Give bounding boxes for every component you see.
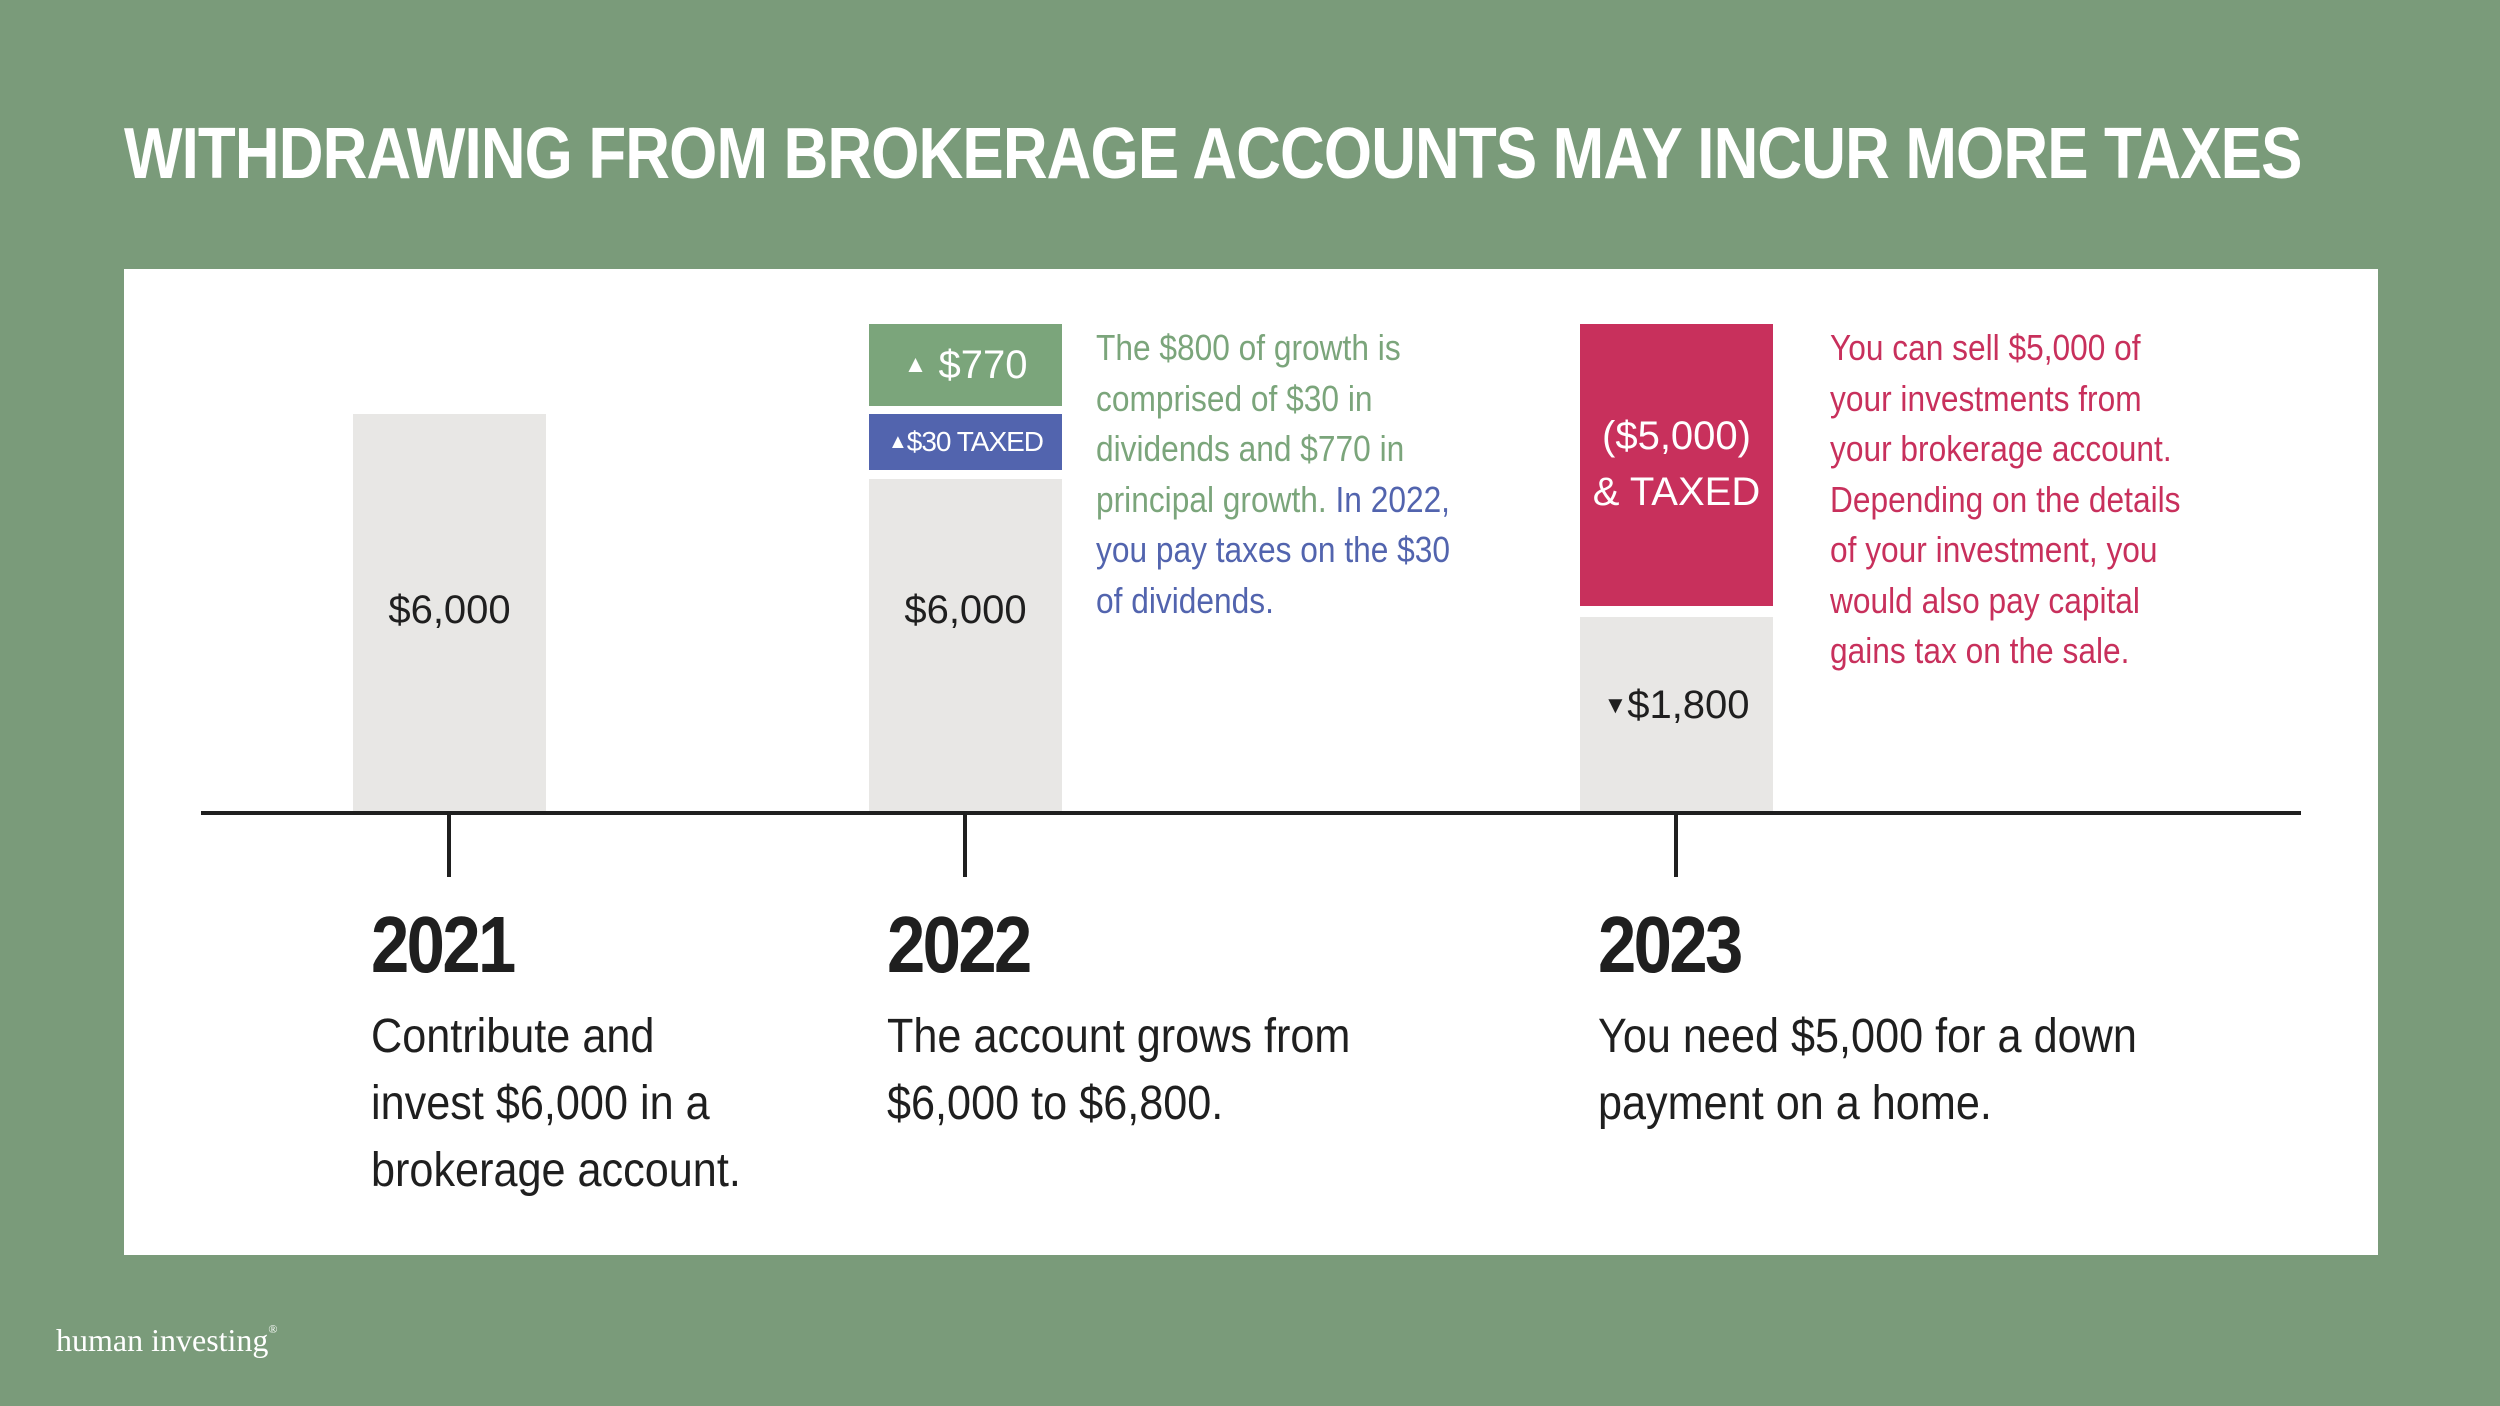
note-blue-line: of dividends. <box>1096 579 1274 621</box>
note-2022: The $800 of growth is comprised of $30 i… <box>1096 323 1450 626</box>
bar-2021-base: $6,000 <box>353 414 546 811</box>
up-triangle-icon: ▲ <box>887 431 908 453</box>
year-2023: 2023 <box>1598 900 1743 989</box>
year-2022: 2022 <box>887 900 1032 989</box>
bar-2023-withdrawal: ($5,000) & TAXED <box>1580 324 1773 606</box>
note-red-line: of your investment, you <box>1830 529 2158 570</box>
bar-2022-base: $6,000 <box>869 479 1062 811</box>
note-red-line: your investments from <box>1830 377 2142 419</box>
growth-label: $770 <box>938 343 1028 387</box>
note-red-line: You can sell $5,000 of <box>1830 327 2141 368</box>
bar-2022-dividends: ▲$30 TAXED <box>869 414 1062 470</box>
description-line: $6,000 to $6,800. <box>887 1077 1224 1130</box>
brand-name: human investing <box>56 1322 269 1358</box>
year-2021: 2021 <box>371 900 516 989</box>
description-2021: Contribute and invest $6,000 in a broker… <box>371 1003 741 1204</box>
note-red-line: Depending on the details <box>1830 478 2181 520</box>
description-line: payment on a home. <box>1598 1077 1992 1130</box>
withdrawal-label-line: & TAXED <box>1592 470 1761 514</box>
note-red-line: would also pay capital <box>1830 579 2140 621</box>
description-line: invest $6,000 in a <box>371 1077 710 1130</box>
bar-2021-label: $6,000 <box>388 588 511 632</box>
withdrawal-label-line: ($5,000) <box>1602 414 1751 458</box>
description-line: brokerage account. <box>371 1144 741 1197</box>
note-green-line: dividends and $770 in <box>1096 428 1405 469</box>
timeline-panel: $6,000 ▲ $770 ▲$30 TAXED $6,000 The $800… <box>124 269 2378 1255</box>
note-2023: You can sell $5,000 of your investments … <box>1830 323 2181 677</box>
description-line: The account grows from <box>887 1010 1351 1063</box>
note-green-line: principal growth. <box>1096 478 1327 520</box>
note-red-line: your brokerage account. <box>1830 428 2172 469</box>
note-blue-line: you pay taxes on the $30 <box>1096 529 1451 570</box>
down-triangle-icon: ▼ <box>1603 692 1628 719</box>
note-blue-inline: In 2022, <box>1335 478 1450 520</box>
bar-2022-label: $6,000 <box>904 588 1027 632</box>
remaining-label: $1,800 <box>1627 683 1750 727</box>
description-line: You need $5,000 for a down <box>1598 1010 2137 1063</box>
dividend-label: $30 TAXED <box>906 426 1044 457</box>
note-red-line: gains tax on the sale. <box>1830 630 2130 671</box>
description-line: Contribute and <box>371 1010 655 1063</box>
bar-2022-growth: ▲ $770 <box>869 324 1062 406</box>
registered-mark: ® <box>268 1322 278 1336</box>
note-green-line: The $800 of growth is <box>1096 327 1401 368</box>
brand-logo: human investing® <box>56 1322 278 1359</box>
note-green-line: comprised of $30 in <box>1096 377 1373 419</box>
tick-2023 <box>1674 815 1678 877</box>
timeline-axis <box>201 811 2301 815</box>
description-2022: The account grows from $6,000 to $6,800. <box>887 1003 1350 1137</box>
description-2023: You need $5,000 for a down payment on a … <box>1598 1003 2137 1137</box>
bar-2023-remaining: ▼$1,800 <box>1580 617 1773 811</box>
page-title: WITHDRAWING FROM BROKERAGE ACCOUNTS MAY … <box>124 114 2302 194</box>
tick-2022 <box>963 815 967 877</box>
up-triangle-icon: ▲ <box>903 351 928 378</box>
tick-2021 <box>447 815 451 877</box>
